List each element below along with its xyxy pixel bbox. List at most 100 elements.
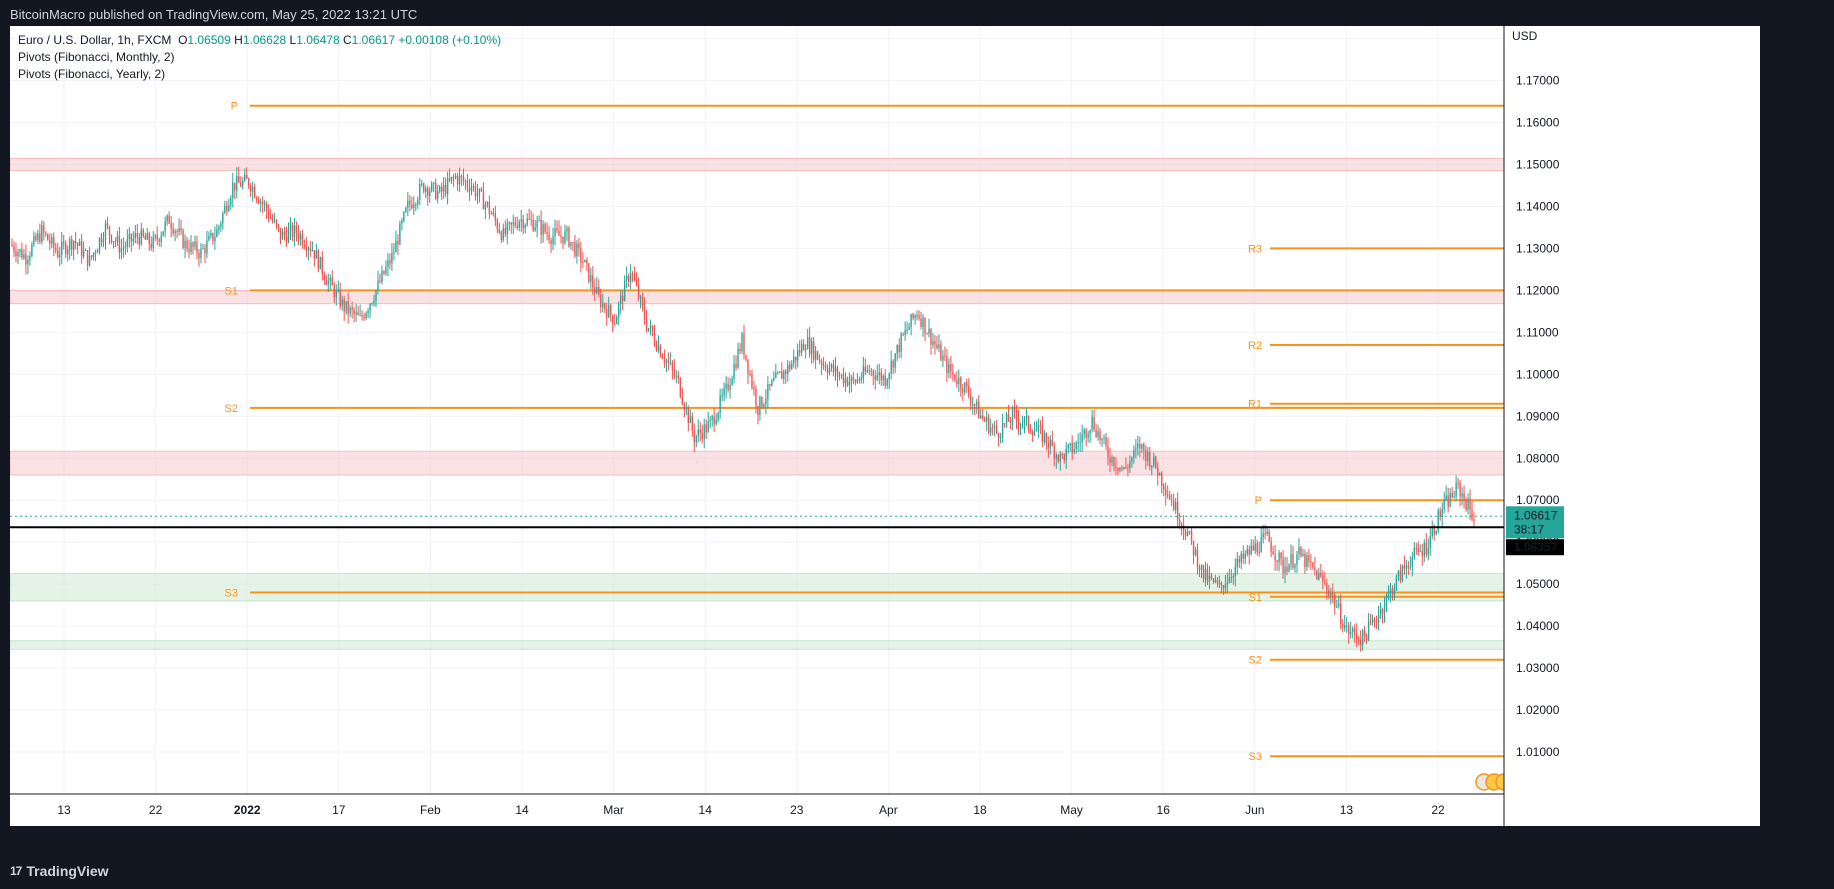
legend-indicator-monthly[interactable]: Pivots (Fibonacci, Monthly, 2) (18, 50, 175, 64)
candle (63, 241, 65, 244)
candle (631, 273, 634, 275)
candle (751, 374, 753, 387)
candle (1035, 430, 1038, 432)
candle (727, 383, 729, 391)
candle (381, 270, 383, 282)
candle (174, 231, 176, 234)
candle (257, 199, 260, 204)
time-tick-label: May (1060, 803, 1083, 817)
candle (1067, 445, 1069, 449)
yearly-pivot-label: S2 (225, 403, 238, 415)
candle (1415, 547, 1418, 549)
candle (1021, 423, 1024, 425)
candle (287, 230, 290, 243)
candle (991, 427, 994, 429)
candle (429, 191, 431, 196)
candle (80, 241, 83, 257)
price-tick-label: 1.13000 (1516, 241, 1560, 255)
candle (1328, 590, 1330, 597)
candle (1208, 575, 1211, 582)
candle (1133, 449, 1135, 458)
candle (106, 223, 109, 227)
candle (353, 310, 355, 315)
candle (673, 369, 676, 376)
candle (886, 379, 888, 386)
candle (126, 238, 129, 247)
candle (699, 429, 701, 433)
legend-symbol[interactable]: Euro / U.S. Dollar, 1h, FXCM (18, 33, 172, 47)
candle (582, 262, 584, 264)
candle (665, 360, 668, 363)
candle (731, 378, 733, 386)
monthly-pivot-label: S3 (1249, 751, 1262, 763)
candle (480, 188, 483, 191)
candle (759, 396, 761, 415)
candle (76, 243, 79, 246)
candle (528, 218, 530, 220)
tradingview-brand: TradingView (26, 863, 109, 879)
candle (1344, 625, 1346, 629)
candle (1246, 549, 1248, 554)
candle (1302, 553, 1304, 557)
monthly-pivot-label: R2 (1248, 340, 1262, 352)
candle (872, 370, 874, 376)
candle (1363, 630, 1366, 636)
candle (880, 372, 882, 381)
candle (572, 241, 574, 243)
candle (365, 313, 367, 319)
legend-indicator-yearly[interactable]: Pivots (Fibonacci, Yearly, 2) (18, 67, 166, 81)
candle (1202, 564, 1205, 580)
candle (281, 231, 284, 240)
tradingview-logo[interactable]: 17 TradingView (10, 863, 109, 879)
candle (765, 399, 767, 405)
horizontal-line-price-badge[interactable] (1506, 539, 1564, 556)
candle (168, 215, 170, 224)
candle (643, 305, 646, 320)
candle (140, 229, 142, 245)
candle (1045, 432, 1048, 444)
candle (136, 233, 139, 237)
chart-svg[interactable]: 13 22 2022 17 Feb 14 Mar 14 23 Apr 18 May 16 Jun 13 22 P… (10, 26, 1760, 826)
candle (968, 386, 970, 396)
candle (160, 235, 162, 242)
candle (244, 174, 246, 181)
price-axis-background[interactable] (1504, 26, 1760, 794)
candle (1308, 555, 1310, 562)
bar-countdown: 38:17 (1514, 522, 1544, 536)
candle (297, 233, 300, 240)
candle (452, 177, 455, 179)
candle (1439, 510, 1441, 517)
candle (92, 252, 95, 257)
candle (619, 295, 622, 305)
candle (566, 228, 568, 232)
chart-area[interactable]: 13 22 2022 17 Feb 14 Mar 14 23 Apr 18 May 16 Jun 13 22 P… (10, 26, 1760, 826)
candle (908, 326, 910, 330)
candle (363, 316, 365, 319)
candle (1184, 531, 1187, 536)
candle (679, 378, 682, 397)
candle (574, 241, 576, 257)
candle (1453, 496, 1455, 498)
candle (311, 250, 314, 252)
candle (530, 219, 532, 221)
candle (224, 205, 226, 214)
candle (1375, 621, 1378, 623)
candle (333, 285, 335, 298)
candle (1326, 582, 1328, 591)
last-price-badge[interactable] (1506, 506, 1564, 539)
candle (934, 341, 936, 345)
candle (315, 250, 318, 259)
candle (421, 183, 423, 185)
candle (1147, 452, 1149, 462)
candle (544, 224, 546, 232)
candle (763, 404, 765, 407)
candle (1061, 453, 1063, 455)
candle (745, 354, 747, 360)
candle (1278, 552, 1280, 563)
candle (1127, 467, 1129, 469)
candle (114, 241, 117, 243)
candle (723, 388, 725, 396)
candle (492, 212, 495, 215)
candle (440, 186, 443, 192)
candle (584, 259, 586, 263)
